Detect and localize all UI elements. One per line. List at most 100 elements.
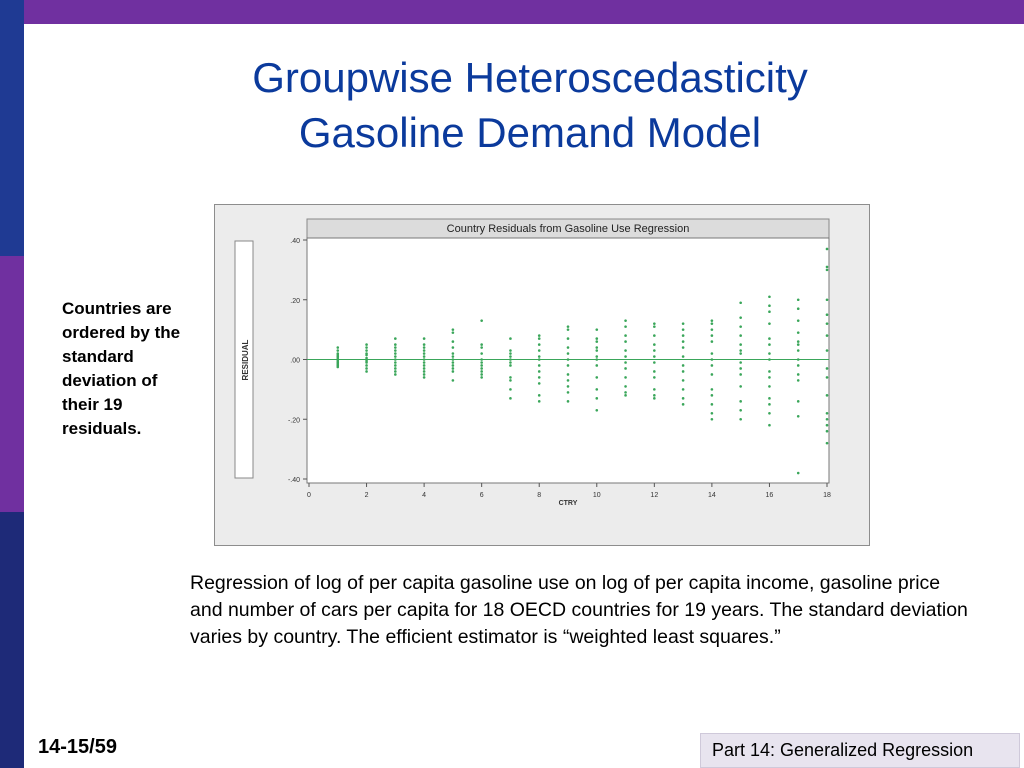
residual-point [451, 328, 455, 331]
residual-point [624, 367, 627, 370]
residual-point [422, 367, 426, 370]
residual-point [595, 388, 599, 391]
residual-point [710, 319, 714, 322]
residual-point [394, 364, 397, 367]
residual-point [825, 349, 829, 352]
residual-point [768, 343, 771, 346]
residual-point [710, 352, 714, 355]
residual-point [365, 364, 368, 367]
residual-point [710, 322, 714, 325]
residual-point [681, 355, 685, 358]
residual-point [394, 370, 397, 373]
residual-point [768, 322, 771, 325]
residual-point [394, 346, 397, 349]
residual-point [365, 370, 368, 373]
residual-point [825, 268, 829, 272]
residual-point [825, 394, 829, 397]
slide-title-line-2: Gasoline Demand Model [298, 109, 762, 156]
y-tick-label: -.40 [288, 477, 300, 484]
residual-point [681, 364, 685, 367]
residual-point [624, 391, 627, 394]
x-axis-label: CTRY [559, 500, 578, 507]
residual-point [796, 343, 800, 346]
residual-point [394, 373, 397, 376]
residual-point [768, 370, 771, 373]
residual-point [537, 355, 541, 358]
residual-point [739, 367, 742, 370]
y-tick-label: .40 [290, 238, 300, 245]
residual-point [566, 391, 570, 394]
residual-point [681, 379, 685, 382]
residual-point [480, 352, 483, 355]
residual-point [624, 319, 627, 322]
residual-point [796, 349, 800, 352]
residual-point [422, 352, 426, 355]
residual-point [537, 376, 541, 379]
residual-point [451, 361, 455, 364]
residual-point [825, 417, 829, 421]
residual-point [739, 352, 742, 355]
residual-point [681, 403, 685, 406]
residual-point [796, 471, 800, 475]
x-tick-label: 14 [708, 492, 716, 499]
residual-point [365, 343, 368, 346]
residual-point [537, 337, 541, 340]
residual-point [825, 247, 829, 251]
residual-point [653, 343, 656, 346]
residual-point [739, 343, 742, 346]
residual-point [710, 328, 714, 331]
residual-point [509, 352, 512, 355]
slide-title-line-1: Groupwise Heteroscedasticity [252, 54, 808, 101]
residual-point [825, 429, 829, 433]
residual-point [796, 373, 800, 376]
x-tick-label: 16 [766, 492, 774, 499]
residual-point [681, 340, 685, 343]
residual-point [509, 364, 512, 367]
slide-title: Groupwise Heteroscedasticity Gasoline De… [0, 50, 1024, 160]
y-axis-label: RESIDUAL [241, 339, 250, 380]
residual-point [480, 361, 483, 364]
residual-point [739, 373, 742, 376]
residual-point [394, 358, 397, 361]
residual-point [768, 295, 771, 299]
top-accent-bar [0, 0, 1024, 24]
residual-point [739, 408, 742, 412]
residual-point [796, 364, 800, 367]
residual-point [394, 349, 397, 352]
residual-point [681, 346, 685, 349]
y-tick-label: .20 [290, 298, 300, 305]
x-tick-label: 2 [365, 492, 369, 499]
y-axis-label-box [234, 240, 254, 479]
residual-point [365, 367, 368, 370]
residual-point [566, 385, 570, 388]
residual-point [595, 346, 599, 349]
residual-point [710, 411, 714, 415]
residual-point [537, 394, 541, 397]
residual-point [595, 397, 599, 400]
residual-point [624, 325, 627, 328]
residual-point [566, 364, 570, 367]
residual-point [595, 355, 599, 358]
residual-point [537, 349, 541, 352]
residual-point [653, 376, 656, 379]
residual-point [595, 358, 599, 361]
residual-point [768, 397, 771, 400]
residual-point [739, 334, 742, 337]
residual-point [653, 325, 656, 328]
residual-point [566, 373, 570, 376]
x-tick-label: 18 [823, 492, 831, 499]
y-tick-label: .00 [290, 358, 300, 365]
residual-point [653, 361, 656, 364]
residual-point [739, 316, 742, 319]
residual-point [422, 346, 426, 349]
side-note: Countries are ordered by the standard de… [62, 299, 181, 438]
residual-point [796, 379, 800, 382]
residual-point [681, 397, 685, 400]
residual-point [451, 367, 455, 370]
residual-point [566, 352, 570, 355]
residual-point [825, 334, 829, 337]
residual-point [365, 349, 368, 352]
residual-point [422, 376, 426, 379]
residual-point [796, 340, 800, 343]
residual-point [336, 365, 340, 369]
